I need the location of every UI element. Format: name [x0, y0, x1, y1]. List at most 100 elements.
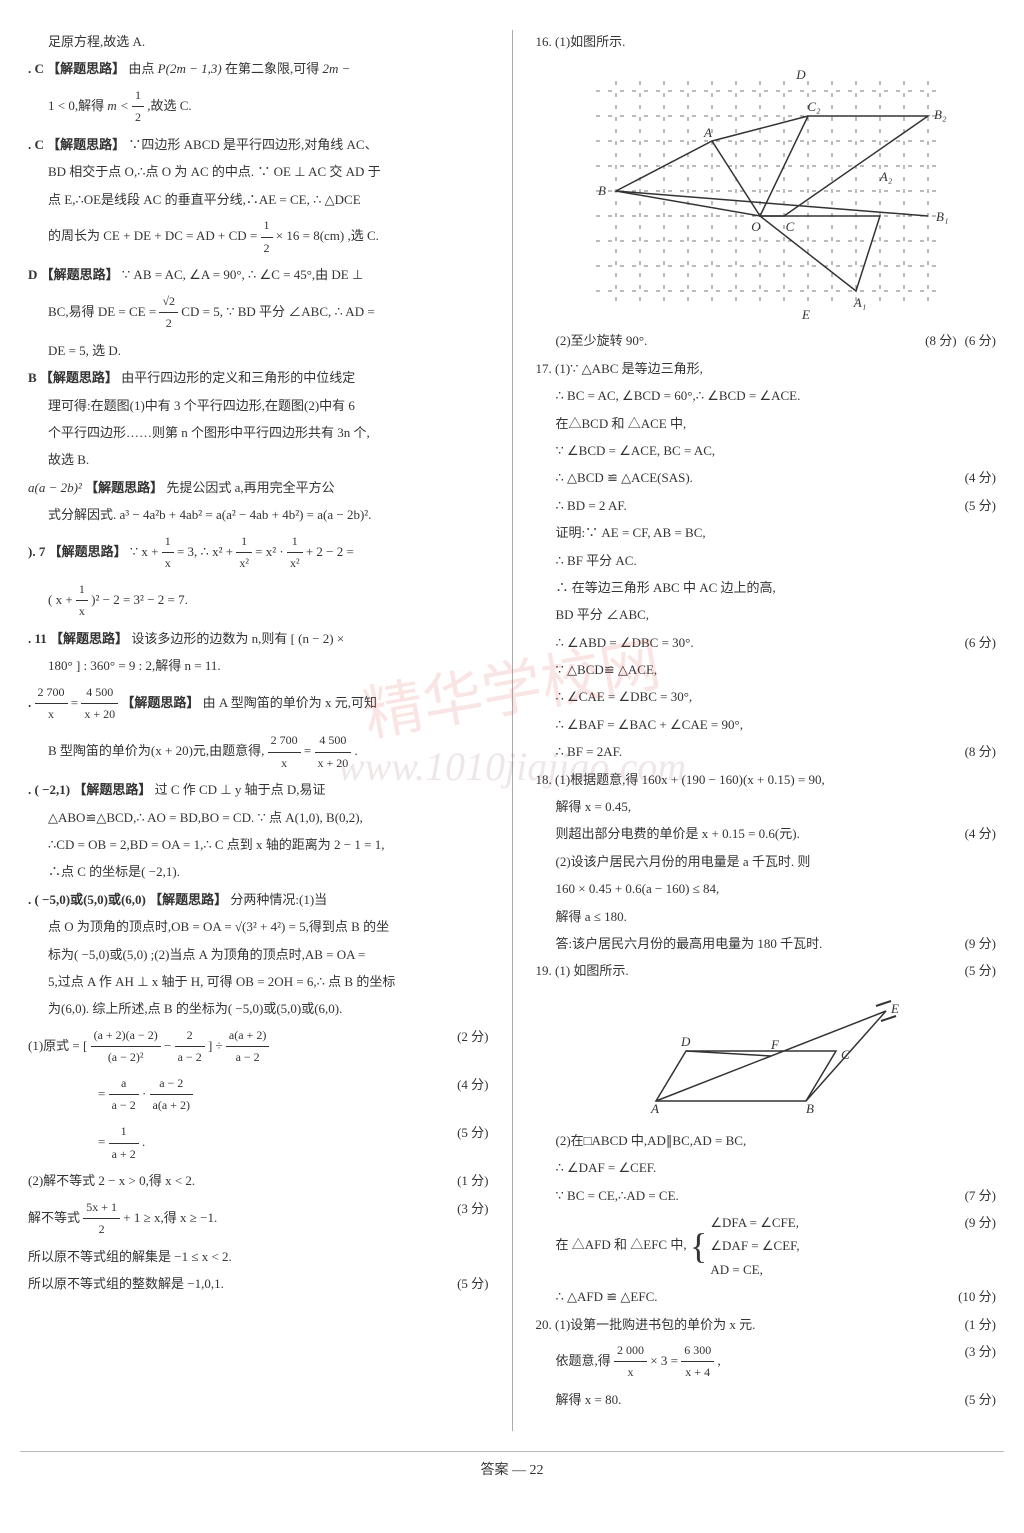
p17-l15-score: (8 分)	[965, 740, 996, 763]
p20-l2: 依题意,得 2 000x × 3 = 6 300x + 4 , (3 分)	[536, 1340, 997, 1384]
p7-l2a: ( x +	[48, 592, 76, 607]
problem-6-math: a(a − 2b)²	[28, 480, 82, 495]
problem-9: . 2 700x = 4 500x + 20 【解题思路】 由 A 型陶笛的单价…	[28, 682, 489, 726]
num: 5x + 1	[83, 1197, 120, 1220]
diagram-16: D C₂ B₂ A A₂ B O C B₁ A₁ E	[536, 61, 997, 321]
problem-11: . ( −5,0)或(5,0)或(6,0) 【解题思路】 分两种情况:(1)当	[28, 888, 489, 911]
problem-3-l2: BD 相交于点 O,∴点 O 为 AC 的中点. ∵ OE ⊥ AC 交 AD …	[28, 160, 489, 183]
problem-2-m1: P(2m − 1,3)	[158, 61, 222, 76]
den: x + 20	[81, 704, 118, 726]
p17-l11-text: ∴ ∠ABD = ∠DBC = 30°.	[556, 635, 694, 650]
problem-3-tag: 【解题思路】	[47, 137, 125, 152]
problem-8-text: 设该多边形的边数为 n,则有 [ (n − 2) ×	[131, 631, 344, 646]
problem-4-l3: DE = 5, 选 D.	[28, 339, 489, 362]
p13-4: 所以原不等式组的整数解是 −1,0,1.	[28, 1276, 224, 1291]
p19-l5-text: 在 △AFD 和 △EFC 中,	[556, 1237, 687, 1252]
p18-l3-score: (4 分)	[965, 822, 996, 845]
p12-2f1: aa − 2	[109, 1073, 139, 1117]
problem-10-l4: ∴点 C 的坐标是( −2,1).	[28, 860, 489, 883]
p9-l2f2: 4 500x + 20	[315, 730, 352, 774]
p12-1-score: (2 分)	[457, 1025, 488, 1048]
problem-10-tag: 【解题思路】	[73, 782, 151, 797]
p12-3f: 1a + 2	[109, 1121, 139, 1165]
problem-5-text: 由平行四边形的定义和三角形的中位线定	[121, 370, 355, 385]
problem-13-1: (2)解不等式 2 − x > 0,得 x < 2. (1 分)	[28, 1169, 489, 1192]
problem-17-1: 17. (1)∵ △ABC 是等边三角形,	[536, 357, 997, 380]
num: a − 2	[150, 1073, 193, 1096]
problem-12-1: (1)原式 = [ (a + 2)(a − 2)(a − 2)² − 2a − …	[28, 1025, 489, 1069]
problem-4-l2: BC,易得 DE = CE = √2 2 CD = 5, ∵ BD 平分 ∠AB…	[28, 291, 489, 335]
p9-eq: =	[71, 695, 82, 710]
num: 1	[162, 531, 174, 554]
problem-4-l2a: BC,易得 DE = CE =	[48, 304, 159, 319]
problem-6-tag: 【解题思路】	[85, 480, 163, 495]
problem-11-l3: 标为( −5,0)或(5,0) ;(2)当点 A 为顶角的顶点时,AB = OA…	[28, 943, 489, 966]
p17-l5-text: ∴ △BCD ≌ △ACE(SAS).	[556, 470, 693, 485]
problem-2-tag: 【解题思路】	[47, 61, 125, 76]
p12-3b: .	[142, 1134, 145, 1149]
problem-2-t2: 在第二象限,可得	[225, 61, 319, 76]
problem-3: . C 【解题思路】 ∵四边形 ABCD 是平行四边形,对角线 AC、	[28, 133, 489, 156]
p19-1-text: 19. (1) 如图所示.	[536, 963, 629, 978]
p13-1-score: (1 分)	[457, 1169, 488, 1192]
den: x	[162, 553, 174, 575]
frac-den: 2	[261, 238, 273, 260]
den: a − 2	[226, 1047, 269, 1069]
problem-18-1: 18. (1)根据题意,得 160x + (190 − 160)(x + 0.1…	[536, 768, 997, 791]
problem-10-l2: △ABO≌△BCD,∴ AO = BD,BO = CD. ∵ 点 A(1,0),…	[28, 806, 489, 829]
p7-m1b: = 3, ∴ x² +	[177, 544, 236, 559]
num: 6 300	[681, 1340, 714, 1363]
p20-f2: 6 300x + 4	[681, 1340, 714, 1384]
problem-7: ). 7 【解题思路】 ∵ x + 1x = 3, ∴ x² + 1x² = x…	[28, 531, 489, 575]
num: 1	[236, 531, 252, 554]
problem-20-1: 20. (1)设第一批购进书包的单价为 x 元. (1 分)	[536, 1313, 997, 1336]
p18-l5: 160 × 0.45 + 0.6(a − 160) ≤ 84,	[536, 877, 997, 900]
svg-text:A₂: A₂	[879, 169, 893, 184]
p18-l2: 解得 x = 0.45,	[536, 795, 997, 818]
problem-9-l2: B 型陶笛的单价为(x + 20)元,由题意得, 2 700x = 4 500x…	[28, 730, 489, 774]
problem-11-label: . ( −5,0)或(5,0)或(6,0)	[28, 892, 146, 907]
p7-l2f: 1x	[76, 579, 88, 623]
num: (a + 2)(a − 2)	[91, 1025, 161, 1048]
problem-16-1: 16. (1)如图所示.	[536, 30, 997, 53]
p17-l6-score: (5 分)	[965, 494, 996, 517]
problem-11-l5: 为(6,0). 综上所述,点 B 的坐标为( −5,0)或(5,0)或(6,0)…	[28, 997, 489, 1020]
p19-l4-score: (7 分)	[965, 1184, 996, 1207]
p18-l7-text: 答:该户居民六月份的最高用电量为 180 千瓦时.	[556, 936, 823, 951]
problem-4: D 【解题思路】 ∵ AB = AC, ∠A = 90°, ∴ ∠C = 45°…	[28, 263, 489, 286]
svg-text:C: C	[785, 219, 794, 234]
den: x	[614, 1362, 647, 1384]
problem-2-label: . C	[28, 61, 44, 76]
problem-9-text: 由 A 型陶笛的单价为 x 元,可知	[203, 695, 377, 710]
p9-l2f1: 2 700x	[268, 730, 301, 774]
svg-text:E: E	[890, 1001, 899, 1016]
den: a − 2	[109, 1095, 139, 1117]
svg-text:B: B	[598, 183, 606, 198]
p17-l6-text: ∴ BD = 2 AF.	[556, 498, 627, 513]
svg-text:C₂: C₂	[807, 99, 821, 114]
problem-3-l4: 的周长为 CE + DE + DC = AD + CD = 1 2 × 16 =…	[28, 215, 489, 259]
p7-m1d: + 2 − 2 =	[306, 544, 354, 559]
frac-num: √2	[159, 291, 178, 314]
p18-l4: (2)设该户居民六月份的用电量是 a 千瓦时. 则	[536, 850, 997, 873]
problem-13-3: 所以原不等式组的解集是 −1 ≤ x < 2.	[28, 1245, 489, 1268]
p9-f1: 2 700x	[35, 682, 68, 726]
problem-7-l2: ( x + 1x )² − 2 = 3² − 2 = 7.	[28, 579, 489, 623]
p12-minus: −	[164, 1038, 175, 1053]
p17-l6: ∴ BD = 2 AF. (5 分)	[536, 494, 997, 517]
den: x²	[287, 553, 303, 575]
p19-l6-text: ∴ △AFD ≌ △EFC.	[556, 1289, 658, 1304]
problem-3-frac: 1 2	[261, 215, 273, 259]
p20-l2a: 依题意,得	[556, 1353, 615, 1368]
p7-m1a: ∵ x +	[130, 544, 162, 559]
p19-l3: ∴ ∠DAF = ∠CEF.	[536, 1156, 997, 1179]
den: x	[35, 704, 68, 726]
p17-l13: ∴ ∠CAE = ∠DBC = 30°,	[536, 685, 997, 708]
svg-text:D: D	[680, 1034, 691, 1049]
problem-4-frac: √2 2	[159, 291, 178, 335]
num: 4 500	[81, 682, 118, 705]
p17-l12: ∵ △BCD≌ △ACE,	[536, 658, 997, 681]
problem-2-l2a: 1 < 0,解得	[48, 98, 104, 113]
p17-l2: ∴ BC = AC, ∠BCD = 60°,∴ ∠BCD = ∠ACE.	[536, 384, 997, 407]
brace-2: ∠DAF = ∠CEF,	[710, 1234, 799, 1257]
